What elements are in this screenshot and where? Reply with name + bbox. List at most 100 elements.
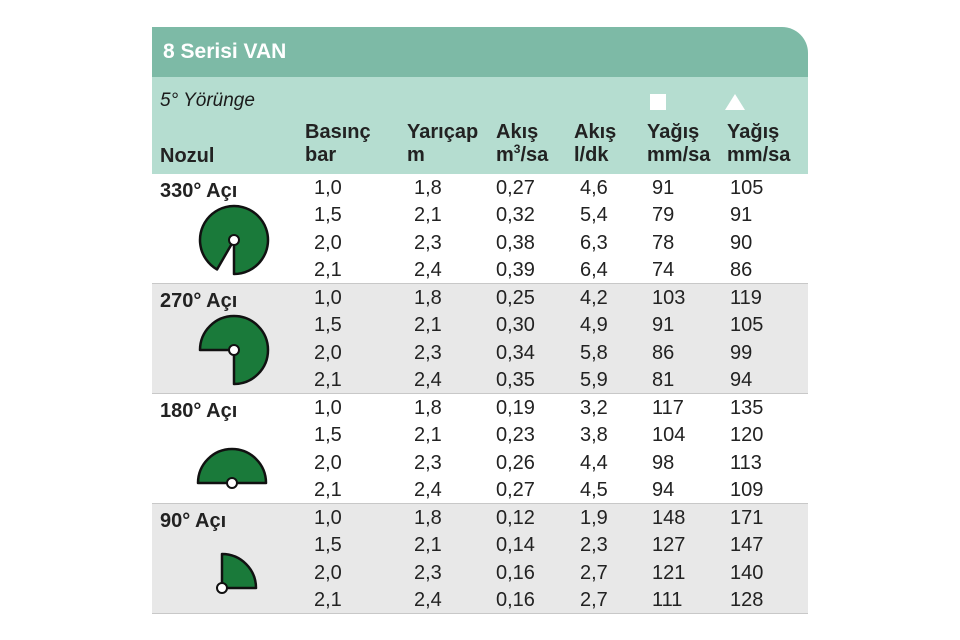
flow-m3-cell: 0,39 [496,258,535,281]
precip-square-cell: 94 [652,478,675,501]
nozzle-group: 270° Açı 1,0 1,8 0,25 4,2 103 119 1,5 2,1 0,30 4,9… [152,284,808,394]
nozzle-header: Nozul [160,145,215,167]
precip-square-cell: 98 [652,451,675,474]
precip-square-cell: 74 [652,258,675,281]
arc-label: 270° Açı [160,290,238,312]
precip-triangle-cell: 119 [730,287,762,309]
table-header: 5° Yörünge Basınç bar Yarıçap m Akış m3/… [152,77,808,174]
radius-cell: 2,1 [414,424,442,447]
table-row: 2,0 2,3 0,16 2,7 121 140 [152,560,808,587]
flow-l-cell: 6,4 [580,258,608,281]
flow-l-cell: 2,7 [580,561,608,584]
precip-square-header: Yağış mm/sa [647,121,711,166]
radius-cell: 1,8 [414,177,442,199]
pressure-cell: 2,0 [314,561,342,584]
precip-square-cell: 121 [652,561,686,584]
flow-l-cell: 4,5 [580,478,608,501]
triangle-spacing-icon [725,94,745,110]
square-spacing-icon [650,94,666,110]
flow-m3-cell: 0,12 [496,507,535,529]
pressure-cell: 2,1 [314,258,342,281]
radius-cell: 2,4 [414,478,442,501]
table-row: 1,5 2,1 0,23 3,8 104 120 [152,422,808,449]
180-degree-arc-icon [196,447,268,489]
radius-cell: 2,1 [414,204,442,227]
flow-l-cell: 5,9 [580,368,608,391]
radius-cell: 2,1 [414,314,442,337]
radius-cell: 1,8 [414,507,442,529]
270-degree-arc-icon [198,314,270,386]
trajectory-label: 5° Yörünge [160,90,255,111]
radius-cell: 1,8 [414,287,442,309]
precip-square-cell: 127 [652,534,686,557]
flow-l-cell: 1,9 [580,507,608,529]
radius-header: Yarıçap m [407,121,479,166]
pressure-cell: 1,5 [314,204,342,227]
pressure-cell: 2,0 [314,341,342,364]
radius-cell: 2,1 [414,534,442,557]
flow-l-cell: 5,4 [580,204,608,227]
flow-l-cell: 3,8 [580,424,608,447]
pressure-cell: 2,1 [314,368,342,391]
flow-l-cell: 4,6 [580,177,608,199]
flow-m3-header: Akış m3/sa [496,121,549,166]
precip-triangle-header: Yağış mm/sa [727,121,791,166]
flow-m3-cell: 0,27 [496,478,535,501]
pressure-cell: 1,0 [314,287,342,309]
table-row: 1,0 1,8 0,12 1,9 148 171 [152,505,808,532]
flow-m3-cell: 0,30 [496,314,535,337]
precip-triangle-cell: 140 [730,561,764,584]
flow-m3-cell: 0,35 [496,368,535,391]
flow-m3-cell: 0,19 [496,397,535,419]
precip-square-cell: 79 [652,204,675,227]
flow-l-cell: 4,4 [580,451,608,474]
table-row: 1,0 1,8 0,19 3,2 117 135 [152,395,808,422]
precip-square-cell: 78 [652,231,675,254]
flow-m3-cell: 0,16 [496,588,535,611]
flow-m3-cell: 0,23 [496,424,535,447]
flow-m3-cell: 0,14 [496,534,535,557]
flow-l-cell: 5,8 [580,341,608,364]
radius-cell: 1,8 [414,397,442,419]
arc-label: 330° Açı [160,180,238,202]
flow-l-cell: 4,2 [580,287,608,309]
nozzle-performance-table: 8 Serisi VAN 5° Yörünge Basınç bar Yarıç… [152,27,808,614]
pressure-cell: 2,0 [314,231,342,254]
pressure-cell: 2,1 [314,588,342,611]
pressure-header: Basınç bar [305,121,371,166]
pressure-cell: 1,5 [314,424,342,447]
pressure-cell: 1,0 [314,397,342,419]
table-row: 2,1 2,4 0,27 4,5 94 109 [152,477,808,504]
table-row: 1,0 1,8 0,25 4,2 103 119 [152,285,808,312]
flow-l-cell: 4,9 [580,314,608,337]
precip-square-cell: 104 [652,424,686,447]
precip-triangle-cell: 105 [730,177,764,199]
precip-square-cell: 91 [652,177,675,199]
radius-cell: 2,3 [414,341,442,364]
table-row: 2,1 2,4 0,35 5,9 81 94 [152,367,808,394]
table-title: 8 Serisi VAN [152,27,808,77]
arc-label: 180° Açı [160,400,238,422]
flow-l-cell: 2,3 [580,534,608,557]
flow-m3-cell: 0,34 [496,341,535,364]
precip-triangle-cell: 105 [730,314,764,337]
radius-cell: 2,4 [414,258,442,281]
radius-cell: 2,4 [414,588,442,611]
radius-cell: 2,3 [414,231,442,254]
radius-cell: 2,3 [414,561,442,584]
table-row: 2,1 2,4 0,39 6,4 74 86 [152,257,808,284]
precip-triangle-cell: 90 [730,231,753,254]
flow-m3-cell: 0,16 [496,561,535,584]
precip-triangle-cell: 120 [730,424,764,447]
pressure-cell: 1,5 [314,314,342,337]
flow-l-header: Akış l/dk [574,121,617,166]
nozzle-group: 180° Açı 1,0 1,8 0,19 3,2 117 135 1,5 2,1 0,23 3,8… [152,394,808,504]
pressure-cell: 2,0 [314,451,342,474]
90-degree-arc-icon [216,552,258,594]
pressure-cell: 1,0 [314,177,342,199]
table-row: 1,5 2,1 0,30 4,9 91 105 [152,312,808,339]
precip-square-cell: 91 [652,314,675,337]
table-body: 330° Açı 1,0 1,8 0,27 4,6 91 105 1,5 2,1 0,32 5,4 7… [152,174,808,614]
nozzle-group: 330° Açı 1,0 1,8 0,27 4,6 91 105 1,5 2,1 0,32 5,4 7… [152,174,808,284]
table-row: 2,0 2,3 0,38 6,3 78 90 [152,230,808,257]
